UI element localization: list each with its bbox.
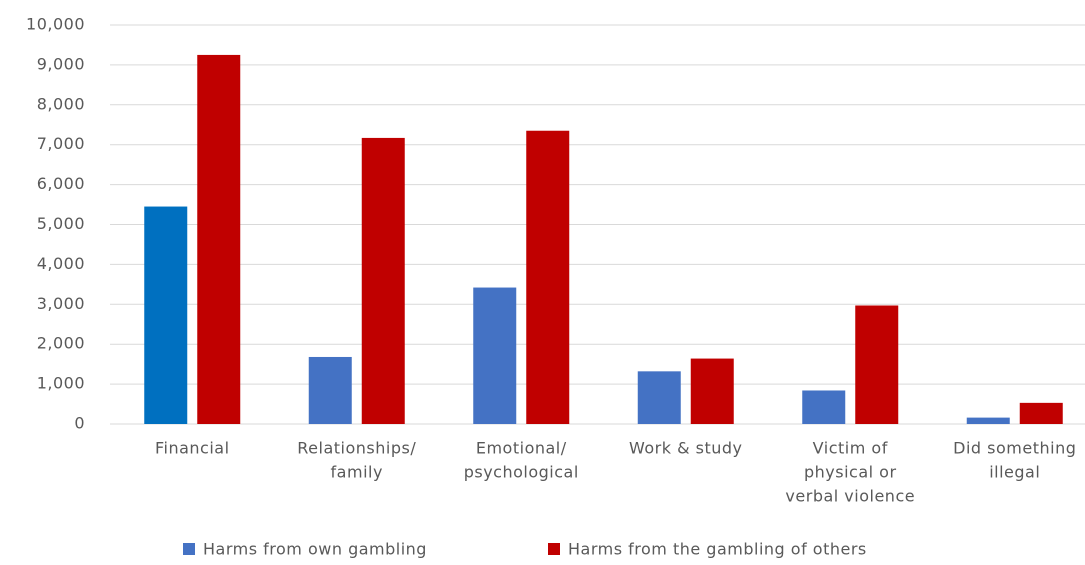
x-tick-label: Victim of	[813, 439, 888, 458]
y-tick-label: 6,000	[37, 174, 85, 193]
y-tick-label: 10,000	[26, 15, 85, 34]
y-tick-label: 0	[74, 414, 85, 433]
y-tick-label: 4,000	[37, 254, 85, 273]
y-tick-label: 7,000	[37, 134, 85, 153]
y-tick-label: 2,000	[37, 334, 85, 353]
bar	[361, 137, 405, 425]
y-tick-label: 9,000	[37, 54, 85, 73]
y-tick-label: 3,000	[37, 294, 85, 313]
x-tick-label: illegal	[989, 463, 1040, 482]
legend-label: Harms from own gambling	[203, 540, 427, 559]
bar	[690, 358, 734, 424]
legend-swatch	[548, 543, 560, 555]
x-tick-label: Did something	[953, 439, 1076, 458]
legend-swatch	[183, 543, 195, 555]
bar	[1019, 402, 1063, 424]
bar	[966, 417, 1010, 424]
x-tick-label: Emotional/	[476, 439, 567, 458]
bar	[855, 305, 899, 424]
x-tick-label: family	[331, 463, 383, 482]
x-tick-label: verbal violence	[785, 487, 915, 506]
x-tick-label: Relationships/	[297, 439, 416, 458]
bar	[802, 390, 846, 424]
y-tick-label: 5,000	[37, 214, 85, 233]
y-tick-label: 8,000	[37, 94, 85, 113]
x-tick-label: psychological	[464, 463, 579, 482]
legend-label: Harms from the gambling of others	[568, 540, 867, 559]
bar	[144, 206, 188, 424]
x-tick-label: physical or	[804, 463, 897, 482]
x-tick-label: Financial	[155, 439, 230, 458]
y-tick-label: 1,000	[37, 374, 85, 393]
x-tick-label: Work & study	[629, 439, 743, 458]
bar	[526, 130, 570, 425]
bar	[308, 356, 352, 424]
bar	[197, 54, 241, 425]
bar	[637, 371, 681, 424]
bar	[473, 287, 517, 424]
